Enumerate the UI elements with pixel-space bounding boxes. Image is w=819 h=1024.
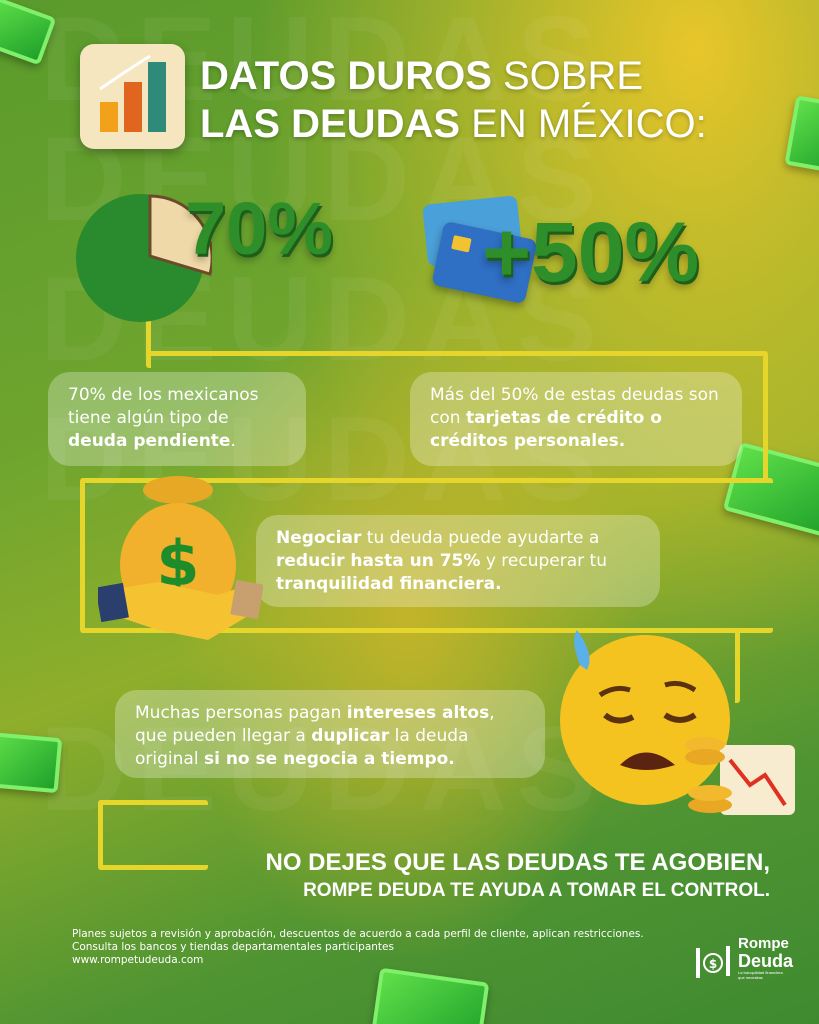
fact-highlight: tarjetas de crédito o créditos personale… bbox=[430, 408, 662, 451]
stat-70-percent: 70% bbox=[185, 187, 334, 270]
slogan-line-2: ROMPE DEUDA TE AYUDA A TOMAR EL CONTROL. bbox=[303, 880, 770, 901]
fact-text: y recuperar tu bbox=[480, 551, 607, 571]
fact-text: , que pueden llegar a bbox=[135, 703, 495, 746]
page-title: DATOS DUROS SOBRE LAS DEUDAS EN MÉXICO: bbox=[200, 52, 707, 148]
worried-face-icon bbox=[560, 630, 795, 815]
fact-text: . bbox=[230, 431, 236, 451]
connector-line bbox=[545, 628, 740, 703]
fact-highlight: tranquilidad financiera. bbox=[276, 574, 502, 594]
money-bill-icon bbox=[0, 731, 63, 794]
watermark: DEUDAS bbox=[40, 702, 607, 836]
fact-highlight: si no se negocia a tiempo. bbox=[203, 749, 455, 769]
title-light: SOBRE bbox=[503, 54, 644, 98]
fact-text: 70% de los mexicanos tiene algún tipo de bbox=[68, 385, 259, 428]
rompe-deuda-logo: $ Rompe Deuda La tranquilidad financiera… bbox=[694, 936, 804, 986]
slogan: NO DEJES QUE LAS DEUDAS TE AGOBIEN, ROMP… bbox=[180, 848, 770, 904]
fact-highlight: reducir hasta un 75% bbox=[276, 551, 481, 571]
fact-box-3: Negociar tu deuda puede ayudarte a reduc… bbox=[256, 515, 660, 607]
money-bill-icon bbox=[784, 95, 819, 175]
fact-box-4: Muchas personas pagan intereses altos, q… bbox=[115, 690, 545, 778]
logo-tagline: La tranquilidad financiera que necesitas bbox=[738, 970, 783, 980]
fact-highlight: duplicar bbox=[311, 726, 390, 746]
pie-chart-icon bbox=[76, 194, 212, 322]
fact-box-2: Más del 50% de estas deudas son con tarj… bbox=[410, 372, 742, 466]
fact-highlight: deuda pendiente bbox=[68, 431, 231, 451]
fact-text: Muchas personas pagan bbox=[135, 703, 347, 723]
fact-highlight: intereses altos bbox=[346, 703, 490, 723]
stat-50-percent: +50% bbox=[482, 205, 700, 299]
website-link[interactable]: www.rompetudeuda.com bbox=[72, 954, 204, 966]
connector-line bbox=[80, 478, 773, 633]
title-bold: LAS DEUDAS bbox=[200, 102, 461, 146]
fact-text: tu deuda puede ayudarte a bbox=[361, 528, 600, 548]
bar-chart-icon bbox=[80, 44, 185, 149]
money-bag-handshake-icon: $ bbox=[98, 476, 263, 640]
footer-disclaimer: Planes sujetos a revisión y aprobación, … bbox=[72, 928, 644, 967]
logo-name-2: Deuda bbox=[738, 951, 794, 971]
disclaimer-line-2: Consulta los bancos y tiendas departamen… bbox=[72, 941, 394, 953]
watermark: DEUDAS bbox=[40, 392, 607, 526]
disclaimer-line-1: Planes sujetos a revisión y aprobación, … bbox=[72, 928, 644, 940]
logo-icon: $ bbox=[696, 946, 730, 978]
fact-text: Más del 50% de estas deudas son con bbox=[430, 385, 719, 428]
money-bill-icon bbox=[370, 967, 490, 1024]
logo-name-1: Rompe bbox=[738, 935, 789, 952]
connector-line bbox=[98, 800, 208, 870]
slogan-line-1: NO DEJES QUE LAS DEUDAS TE AGOBIEN, bbox=[265, 849, 770, 876]
svg-text:$: $ bbox=[709, 957, 717, 971]
fact-highlight: Negociar bbox=[276, 528, 362, 548]
connector-line bbox=[146, 318, 768, 368]
title-light: EN MÉXICO: bbox=[471, 102, 707, 146]
fact-text: la deuda original bbox=[135, 726, 469, 769]
connector-line bbox=[146, 351, 768, 481]
title-bold: DATOS DUROS bbox=[200, 54, 492, 98]
fact-box-1: 70% de los mexicanos tiene algún tipo de… bbox=[48, 372, 306, 466]
